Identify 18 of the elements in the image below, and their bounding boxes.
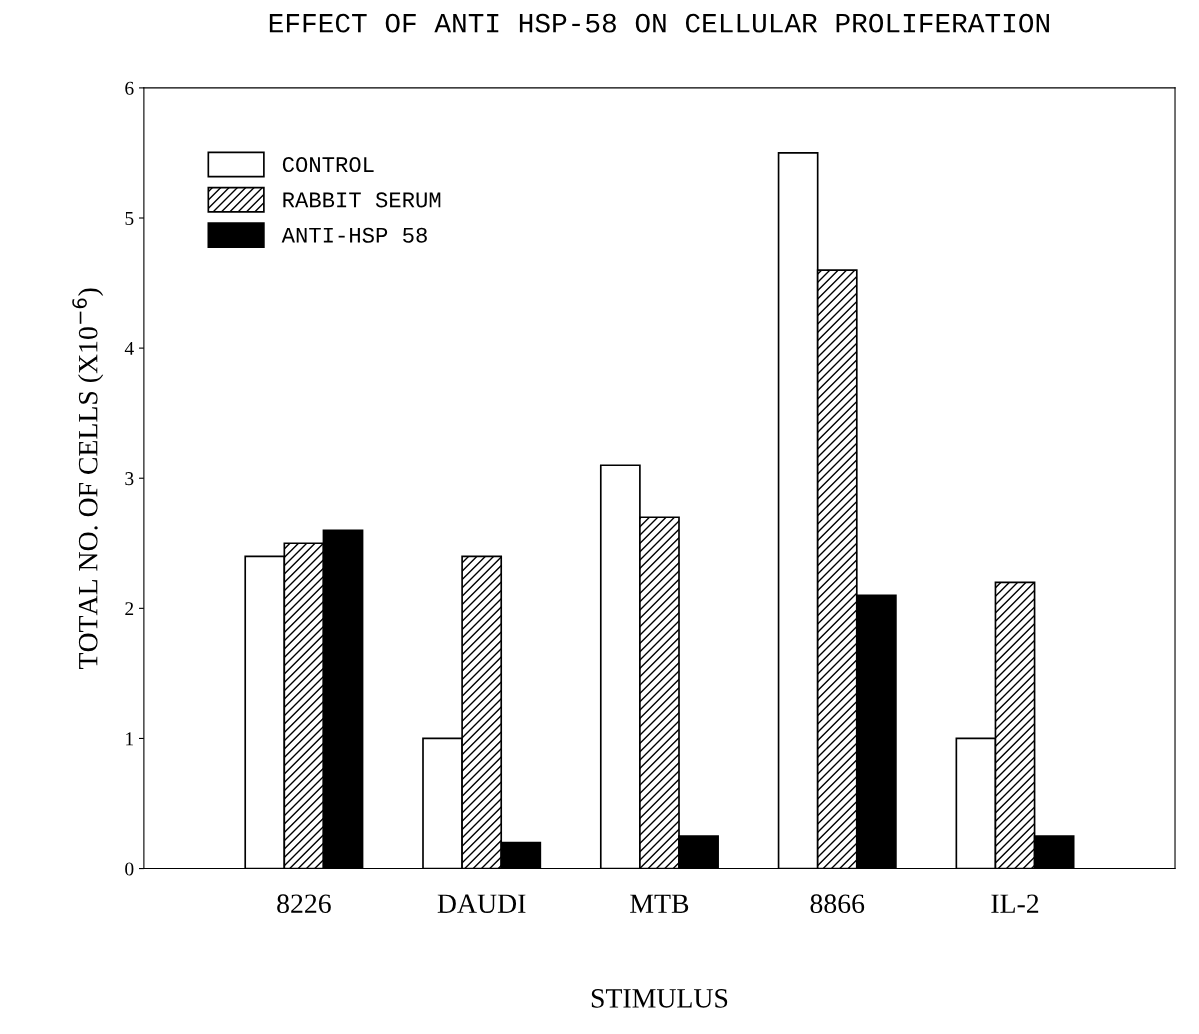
y-tick-label: 1 (126, 732, 133, 746)
legend-label: CONTROL (282, 157, 374, 173)
y-tick-label: 2 (125, 602, 134, 616)
x-tick-label: 8866 (810, 894, 865, 914)
legend-label: ANTI-HSP 58 (281, 227, 427, 243)
y-tick-label: 3 (125, 472, 134, 486)
y-tick-label: 4 (124, 342, 134, 355)
y-tick-label: 6 (125, 81, 134, 95)
legend-label: RABBIT SERUM (283, 192, 441, 208)
y-axis-title: TOTAL NO. OF CELLS (X10$^{−6}$) (72, 288, 104, 669)
chart-title: EFFECT OF ANTI HSP-58 ON CELLULAR PROLIFERATION (269, 13, 1049, 33)
y-tick-label: 0 (125, 862, 134, 876)
x-tick-label: MTB (630, 894, 689, 913)
x-tick-label: 8226 (277, 894, 331, 914)
y-tick-label: 5 (125, 212, 134, 225)
x-tick-label: IL-2 (991, 894, 1039, 913)
x-axis-title: STIMULUS (591, 989, 728, 1008)
x-tick-label: DAUDI (437, 894, 526, 914)
